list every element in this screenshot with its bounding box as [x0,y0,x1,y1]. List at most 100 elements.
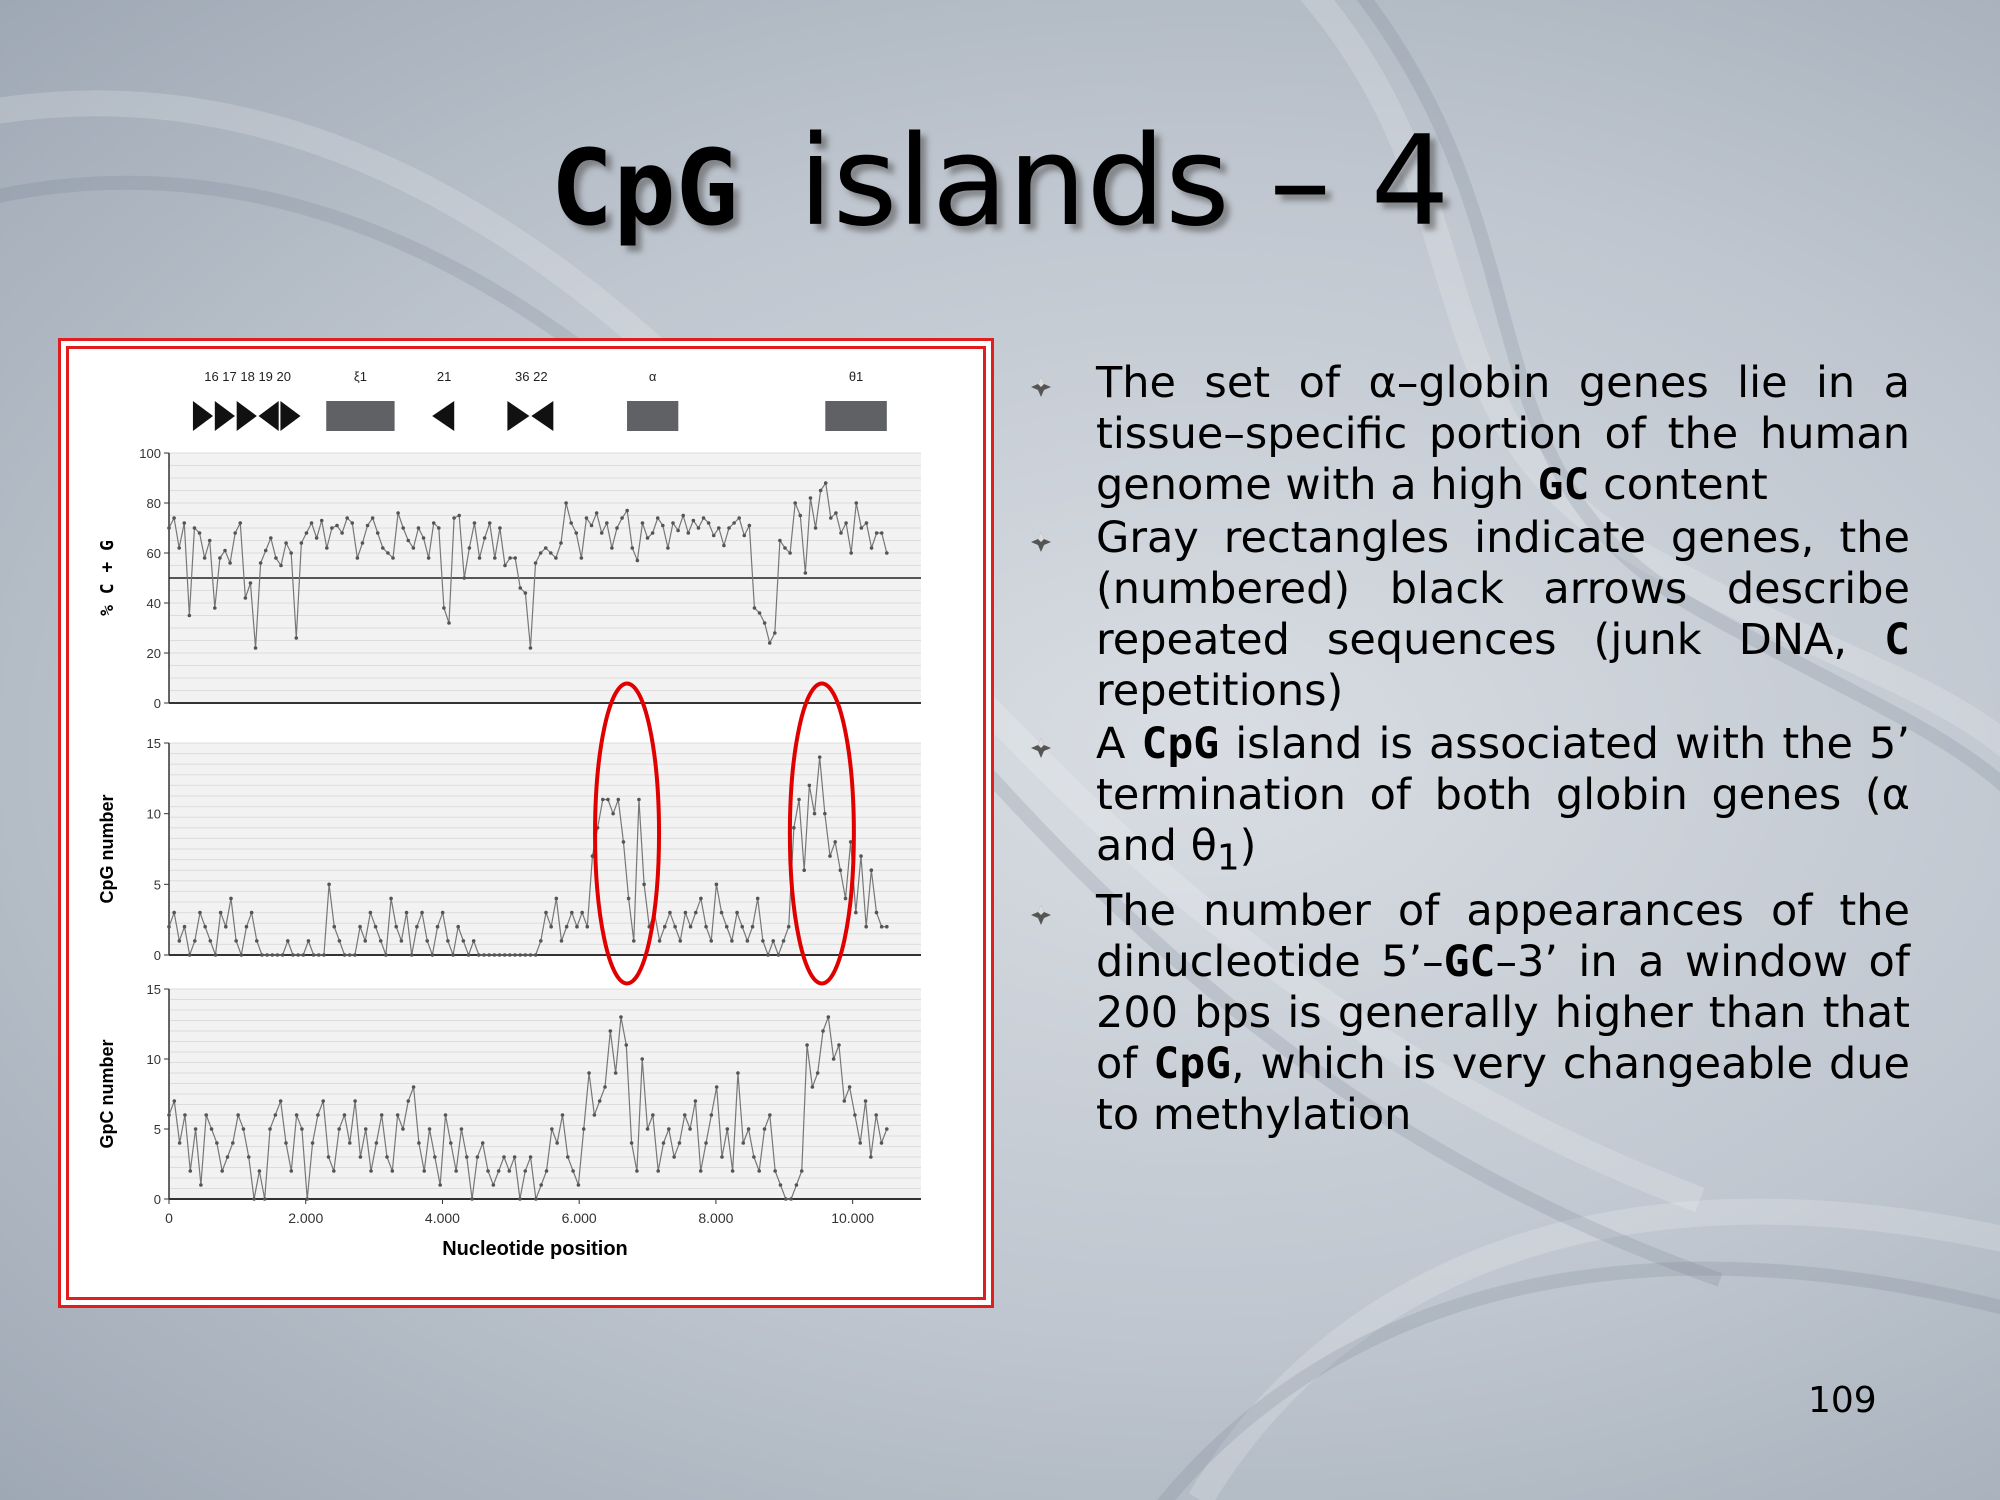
data-point [696,526,701,530]
data-point [379,1113,384,1117]
data-point [842,1099,847,1103]
data-point [447,621,451,625]
data-point [275,953,280,957]
data-point [220,1169,224,1173]
data-point [533,561,538,565]
data-point [394,924,399,929]
data-point [559,939,564,943]
data-point [496,1169,501,1173]
y-tick-label: 0 [154,1192,161,1207]
bullet-item: The set of α–globin genes lie in a tissu… [1030,358,1910,511]
data-point [497,953,502,957]
y-tick-label: 40 [147,596,161,611]
data-point [454,1169,458,1173]
data-point [793,501,797,505]
repeat-arrow [531,401,554,431]
data-point [629,1141,634,1145]
x-tick-label: 10.000 [831,1210,874,1226]
data-point [215,1141,219,1145]
data-point [182,521,187,525]
repeat-arrow [192,401,214,431]
bullet-text-segment: island is associated with the 5’ termina… [1096,719,1910,871]
bullet-diamond-icon [1031,738,1051,758]
data-point [373,924,378,929]
data-point [258,561,263,565]
data-point [539,939,543,943]
bullet-text-segment: –3’ in a window of 200 bps is generally … [1096,936,1910,1089]
y-tick-label: 20 [147,646,161,661]
x-tick-label: 4.000 [425,1210,460,1226]
data-point [610,546,614,550]
data-point [630,546,635,550]
data-point [859,854,863,858]
data-point [792,826,796,830]
data-point [616,797,621,802]
data-point [231,1141,235,1145]
data-point [193,1127,198,1131]
data-point [603,1085,607,1089]
data-point [640,521,645,525]
data-point [491,1183,496,1187]
bullet-text-segment: GC [1443,936,1496,987]
data-point [879,924,884,929]
data-point [560,1113,565,1117]
data-point [812,811,817,816]
data-point [579,556,584,560]
data-point [378,939,383,943]
data-point [848,840,853,844]
data-point [480,1141,485,1145]
data-point [187,953,192,957]
data-point [347,1141,352,1145]
data-point [518,1197,522,1201]
data-point [482,536,487,540]
data-point [252,1197,256,1201]
data-point [600,797,605,802]
data-point [667,1127,671,1131]
data-point [498,526,502,530]
y-tick-label: 15 [147,982,161,997]
data-point [384,953,388,957]
data-point [762,1127,767,1131]
data-point [661,523,665,528]
data-point [885,551,889,555]
repeat-arrow [507,401,530,431]
data-point [167,924,171,929]
data-point [810,1085,815,1089]
slide-title: CpG islands – 4 [0,110,2000,254]
data-point [278,1099,283,1103]
data-point [657,939,662,943]
data-point [449,1141,453,1145]
data-point [688,1127,692,1131]
data-point [555,1141,559,1145]
data-point [688,924,693,929]
y-axis-label: CpG number [97,794,117,903]
data-point [374,1141,379,1145]
data-point [368,910,373,915]
data-point [523,953,528,957]
data-point [238,521,243,525]
data-point [581,1127,586,1131]
data-point [523,1169,528,1173]
data-point [492,953,497,957]
data-point [621,840,626,844]
data-point [391,556,395,560]
data-point [802,868,806,872]
data-point [732,521,736,525]
data-point [193,939,197,943]
data-point [735,910,739,915]
data-point [592,1113,597,1117]
data-point [661,1141,666,1145]
data-point [597,1099,602,1103]
data-point [411,546,416,550]
data-point [874,1113,878,1117]
repeat-arrow [432,401,455,431]
data-point [642,882,646,887]
data-point [291,953,295,957]
data-point [296,953,300,957]
y-tick-label: 5 [154,1122,161,1137]
data-point [869,546,874,550]
data-point [528,953,533,957]
data-point [523,591,528,595]
data-point [311,953,316,957]
data-point [375,531,380,535]
